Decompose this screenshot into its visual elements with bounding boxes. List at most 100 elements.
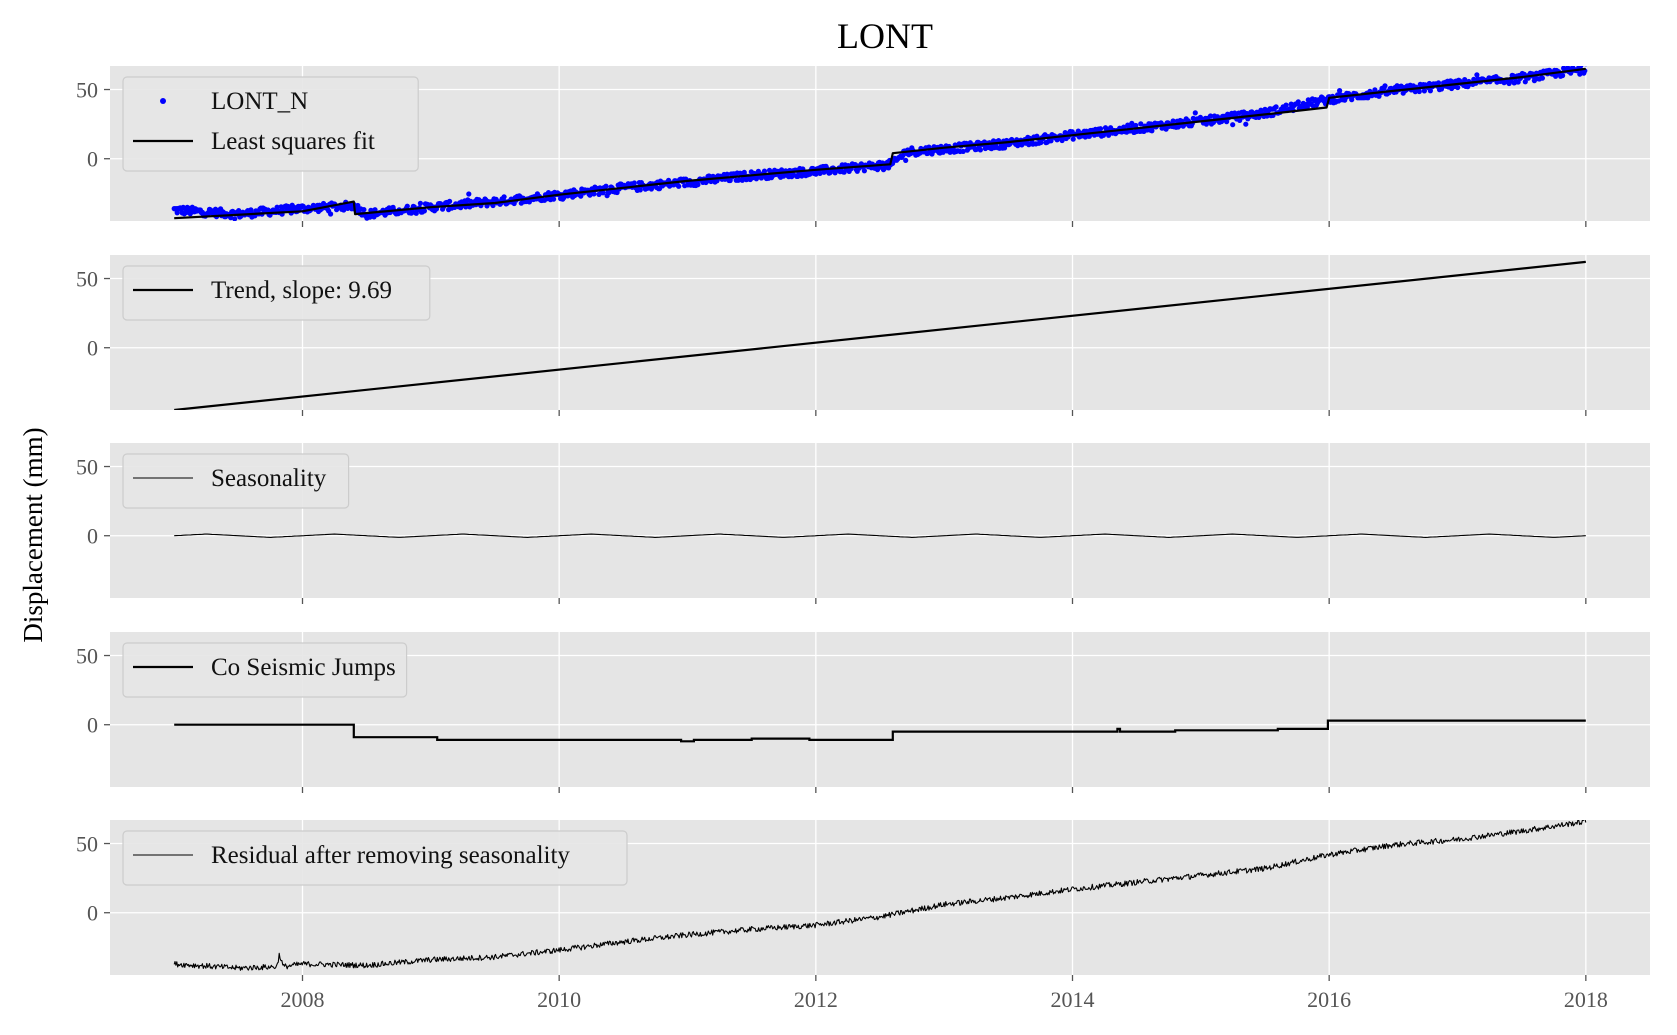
scatter-point xyxy=(1038,139,1044,146)
scatter-point xyxy=(1462,77,1468,83)
y-tick-label: 0 xyxy=(87,336,98,361)
scatter-point xyxy=(1578,66,1584,69)
scatter-point xyxy=(421,208,427,214)
scatter-point xyxy=(977,147,984,153)
panel-5: 0 50 2008 2010 2012 2014 2016 2018 Residual afte… xyxy=(76,820,1650,1012)
series-residual-after-removing-seasonality xyxy=(173,820,1587,971)
scatter-point xyxy=(1539,75,1545,81)
panel-2: 0 50 Trend, slope: 9.69 xyxy=(76,255,1650,416)
scatter-point xyxy=(1273,104,1279,110)
scatter-point xyxy=(1070,136,1076,142)
scatter-point xyxy=(1192,110,1198,116)
scatter-point xyxy=(631,180,637,186)
scatter-point xyxy=(821,169,827,175)
scatter-point xyxy=(408,210,414,216)
scatter-point xyxy=(758,175,765,181)
scatter-point xyxy=(248,207,254,213)
scatter-point xyxy=(1097,126,1104,132)
legend-label: Co Seismic Jumps xyxy=(211,654,396,681)
y-tick-label: 0 xyxy=(87,147,98,172)
legend-box xyxy=(122,265,431,321)
scatter-point xyxy=(1427,88,1433,94)
scatter-point xyxy=(551,196,557,202)
scatter-point xyxy=(903,157,909,163)
y-tick-label: 50 xyxy=(76,644,98,669)
scatter-point xyxy=(1382,83,1388,89)
legend-box xyxy=(122,830,628,886)
panels: 0 50 LONT_N Least squares fit 0 50 Trend, slop… xyxy=(76,66,1650,1012)
scatter-point xyxy=(1170,118,1176,124)
legend-box xyxy=(122,76,419,172)
panel-4: 0 50 Co Seismic Jumps xyxy=(76,632,1650,793)
y-axis-label: Displacement (mm) xyxy=(18,427,48,642)
scatter-point xyxy=(447,198,453,204)
panel-3: 0 50 Seasonality xyxy=(76,443,1650,604)
scatter-point xyxy=(1365,95,1371,101)
scatter-point xyxy=(1133,122,1139,129)
legend: Trend, slope: 9.69 xyxy=(122,265,431,321)
series-seasonality xyxy=(174,533,1586,538)
y-tick-label: 0 xyxy=(87,524,98,549)
scatter-point xyxy=(328,211,334,217)
scatter-point xyxy=(724,171,730,177)
scatter-point xyxy=(404,203,410,209)
scatter-point xyxy=(501,194,507,200)
scatter-point xyxy=(1207,113,1214,119)
legend-label: Residual after removing seasonality xyxy=(211,842,570,869)
scatter-point xyxy=(526,199,533,205)
x-tick-label: 2018 xyxy=(1564,987,1608,1012)
legend-box xyxy=(122,642,408,698)
scatter-point xyxy=(1560,72,1566,79)
y-tick-label: 50 xyxy=(76,267,98,292)
scatter-point xyxy=(1224,119,1230,125)
x-tick-label: 2014 xyxy=(1051,987,1095,1012)
legend-label: Least squares fit xyxy=(211,128,375,155)
legend: Residual after removing seasonality xyxy=(122,830,628,886)
scatter-point xyxy=(361,207,367,213)
scatter-point xyxy=(637,187,643,193)
scatter-point xyxy=(900,153,906,159)
chart-title: LONT xyxy=(837,16,933,56)
scatter-point xyxy=(761,168,768,174)
x-tick-label: 2010 xyxy=(537,987,581,1012)
scatter-point xyxy=(1048,138,1054,144)
y-tick-label: 0 xyxy=(87,901,98,926)
x-tick-label: 2012 xyxy=(794,987,838,1012)
scatter-point xyxy=(466,191,472,197)
scatter-point xyxy=(1243,121,1249,127)
scatter-point xyxy=(766,167,773,173)
x-tick-label: 2016 xyxy=(1307,987,1351,1012)
plot-background xyxy=(110,443,1650,598)
legend: Seasonality xyxy=(122,453,350,509)
legend-label: Trend, slope: 9.69 xyxy=(211,277,392,304)
scatter-point xyxy=(1474,72,1480,78)
y-tick-label: 0 xyxy=(87,713,98,738)
scatter-point xyxy=(1086,133,1092,139)
y-tick-label: 50 xyxy=(76,78,98,103)
scatter-point xyxy=(603,183,609,189)
scatter-point xyxy=(1337,88,1343,94)
y-tick-label: 50 xyxy=(76,832,98,857)
legend-box xyxy=(122,453,350,509)
scatter-point xyxy=(1230,122,1236,128)
legend-label: LONT_N xyxy=(211,88,308,115)
scatter-point xyxy=(1295,99,1301,105)
scatter-point xyxy=(236,208,242,214)
scatter-point xyxy=(1121,124,1127,130)
panel-1: 0 50 LONT_N Least squares fit xyxy=(76,66,1650,227)
legend: LONT_N Least squares fit xyxy=(122,76,419,172)
series-co-seismic-jumps xyxy=(174,719,1586,743)
legend: Co Seismic Jumps xyxy=(122,642,408,698)
x-tick-label: 2008 xyxy=(281,987,325,1012)
scatter-point xyxy=(232,216,238,221)
scatter-point xyxy=(591,191,597,197)
scatter-point xyxy=(676,183,682,189)
scatter-point xyxy=(1416,88,1422,95)
scatter-point xyxy=(561,195,567,201)
series-trend-slope-9-69 xyxy=(174,260,1586,410)
scatter-point xyxy=(367,214,373,220)
scatter-point xyxy=(174,210,180,216)
scatter-point xyxy=(1455,84,1461,91)
scatter-point xyxy=(372,207,378,213)
